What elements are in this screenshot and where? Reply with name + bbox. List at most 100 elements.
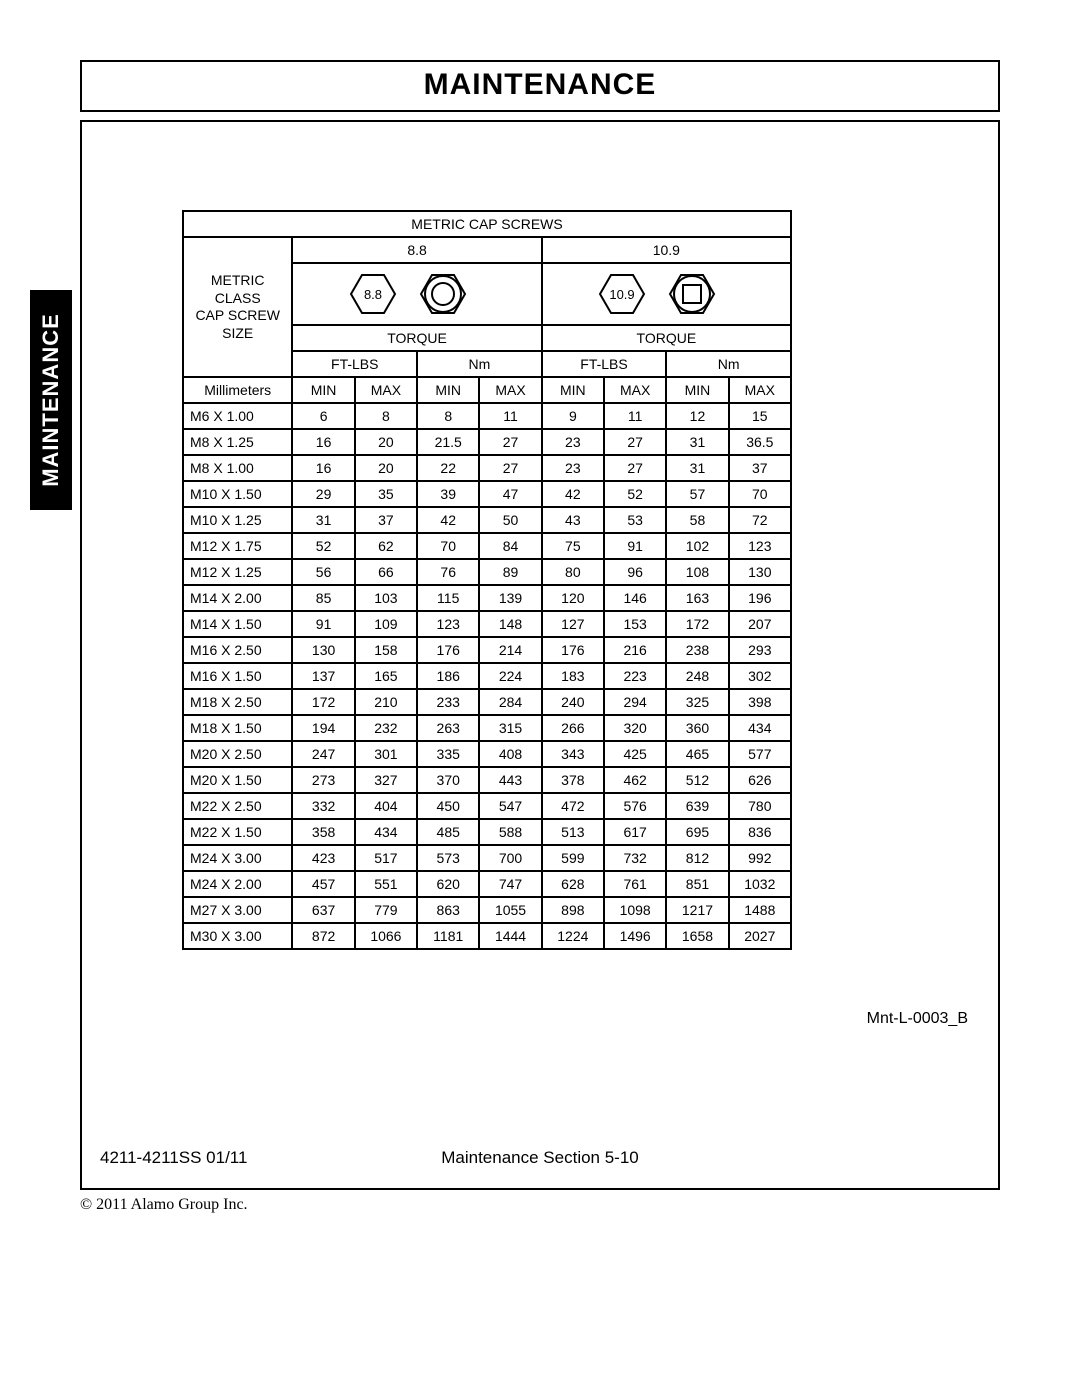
value-cell: 457 (292, 871, 354, 897)
value-cell: 266 (542, 715, 604, 741)
size-cell: M8 X 1.00 (183, 455, 292, 481)
value-cell: 56 (292, 559, 354, 585)
value-cell: 465 (666, 741, 728, 767)
value-cell: 75 (542, 533, 604, 559)
millimeters-label: Millimeters (183, 377, 292, 403)
class-1-icon: 10.9 (542, 263, 791, 325)
value-cell: 485 (417, 819, 479, 845)
value-cell: 52 (604, 481, 666, 507)
value-cell: 320 (604, 715, 666, 741)
min-label: MIN (417, 377, 479, 403)
table-title: METRIC CAP SCREWS (183, 211, 791, 237)
value-cell: 163 (666, 585, 728, 611)
value-cell: 263 (417, 715, 479, 741)
value-cell: 1098 (604, 897, 666, 923)
value-cell: 102 (666, 533, 728, 559)
value-cell: 11 (479, 403, 541, 429)
value-cell: 9 (542, 403, 604, 429)
size-cell: M14 X 2.00 (183, 585, 292, 611)
size-cell: M10 X 1.50 (183, 481, 292, 507)
footer-center: Maintenance Section 5-10 (0, 1148, 1080, 1168)
value-cell: 16 (292, 429, 354, 455)
value-cell: 512 (666, 767, 728, 793)
table-row: M22 X 2.50332404450547472576639780 (183, 793, 791, 819)
value-cell: 450 (417, 793, 479, 819)
value-cell: 425 (604, 741, 666, 767)
value-cell: 172 (292, 689, 354, 715)
value-cell: 1055 (479, 897, 541, 923)
figure-reference: Mnt-L-0003_B (867, 1010, 968, 1028)
table-row: M20 X 2.50247301335408343425465577 (183, 741, 791, 767)
value-cell: 115 (417, 585, 479, 611)
size-cell: M16 X 2.50 (183, 637, 292, 663)
value-cell: 130 (292, 637, 354, 663)
title-frame: MAINTENANCE (80, 60, 1000, 112)
value-cell: 223 (604, 663, 666, 689)
size-cell: M18 X 2.50 (183, 689, 292, 715)
value-cell: 27 (479, 429, 541, 455)
table-row: M20 X 1.50273327370443378462512626 (183, 767, 791, 793)
value-cell: 62 (355, 533, 417, 559)
value-cell: 851 (666, 871, 728, 897)
value-cell: 294 (604, 689, 666, 715)
value-cell: 1181 (417, 923, 479, 949)
unit-ftlbs-1: FT-LBS (542, 351, 667, 377)
side-tab-label: MAINTENANCE (38, 313, 64, 487)
value-cell: 8 (355, 403, 417, 429)
class-1-label: 10.9 (542, 237, 791, 263)
value-cell: 700 (479, 845, 541, 871)
value-cell: 325 (666, 689, 728, 715)
value-cell: 247 (292, 741, 354, 767)
value-cell: 378 (542, 767, 604, 793)
value-cell: 233 (417, 689, 479, 715)
value-cell: 120 (542, 585, 604, 611)
value-cell: 812 (666, 845, 728, 871)
table-row: M16 X 2.50130158176214176216238293 (183, 637, 791, 663)
value-cell: 327 (355, 767, 417, 793)
unit-ftlbs-0: FT-LBS (292, 351, 417, 377)
value-cell: 76 (417, 559, 479, 585)
min-label: MIN (292, 377, 354, 403)
value-cell: 207 (729, 611, 791, 637)
size-cell: M27 X 3.00 (183, 897, 292, 923)
value-cell: 293 (729, 637, 791, 663)
value-cell: 50 (479, 507, 541, 533)
value-cell: 358 (292, 819, 354, 845)
value-cell: 747 (479, 871, 541, 897)
table-row: M10 X 1.253137425043535872 (183, 507, 791, 533)
size-cell: M24 X 3.00 (183, 845, 292, 871)
value-cell: 194 (292, 715, 354, 741)
table-row: M24 X 2.004575516207476287618511032 (183, 871, 791, 897)
value-cell: 31 (292, 507, 354, 533)
value-cell: 273 (292, 767, 354, 793)
value-cell: 130 (729, 559, 791, 585)
size-cell: M30 X 3.00 (183, 923, 292, 949)
value-cell: 146 (604, 585, 666, 611)
size-cell: M22 X 1.50 (183, 819, 292, 845)
value-cell: 992 (729, 845, 791, 871)
value-cell: 176 (542, 637, 604, 663)
value-cell: 547 (479, 793, 541, 819)
value-cell: 109 (355, 611, 417, 637)
value-cell: 216 (604, 637, 666, 663)
value-cell: 863 (417, 897, 479, 923)
value-cell: 626 (729, 767, 791, 793)
value-cell: 1658 (666, 923, 728, 949)
page-title: MAINTENANCE (82, 68, 998, 102)
value-cell: 176 (417, 637, 479, 663)
value-cell: 577 (729, 741, 791, 767)
value-cell: 52 (292, 533, 354, 559)
unit-nm-0: Nm (417, 351, 542, 377)
value-cell: 1224 (542, 923, 604, 949)
value-cell: 21.5 (417, 429, 479, 455)
table-row: M22 X 1.50358434485588513617695836 (183, 819, 791, 845)
value-cell: 637 (292, 897, 354, 923)
value-cell: 302 (729, 663, 791, 689)
value-cell: 139 (479, 585, 541, 611)
value-cell: 1217 (666, 897, 728, 923)
value-cell: 639 (666, 793, 728, 819)
value-cell: 31 (666, 429, 728, 455)
table-row: M27 X 3.006377798631055898109812171488 (183, 897, 791, 923)
table-row: M18 X 2.50172210233284240294325398 (183, 689, 791, 715)
value-cell: 148 (479, 611, 541, 637)
